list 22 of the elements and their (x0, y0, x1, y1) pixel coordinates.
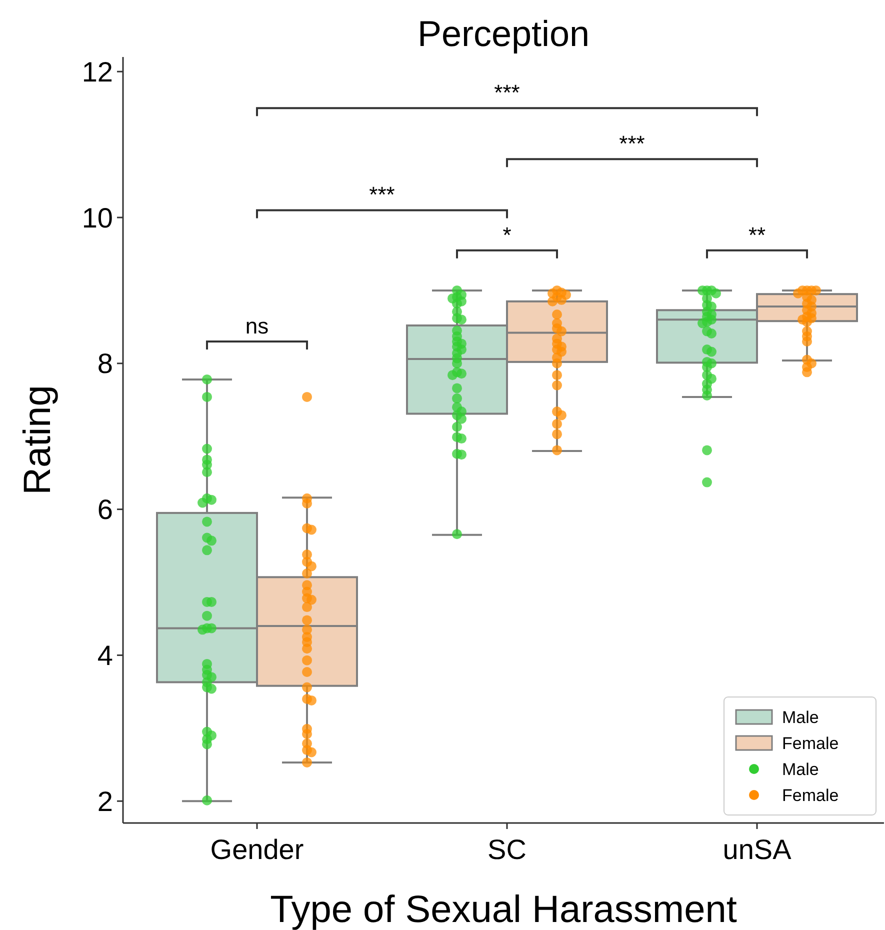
legend-label: Female (782, 786, 839, 805)
x-tick-label: Gender (210, 834, 304, 865)
y-tick-label: 6 (97, 494, 113, 526)
annotation: * (502, 222, 512, 248)
x-axis-title: Type of Sexual Harassment (270, 889, 738, 930)
y-axis-title: Rating (17, 385, 59, 495)
legend-label: Male (782, 708, 819, 727)
legend-label: Female (782, 734, 839, 753)
y-tick-label: 8 (97, 348, 113, 380)
legend-label: Male (782, 760, 819, 779)
y-tick-label: 10 (82, 202, 113, 234)
annotation: *** (619, 131, 646, 156)
annotation: ** (748, 222, 766, 248)
x-tick-label: unSA (722, 834, 792, 865)
annotation: *** (494, 80, 520, 106)
annotation: *** (369, 182, 396, 208)
y-tick-label: 4 (97, 640, 113, 672)
y-tick-label: 2 (97, 786, 113, 817)
annotation: ns (245, 314, 269, 339)
chart-title: Perception (417, 13, 590, 54)
x-tick-label: SC (488, 834, 526, 865)
y-tick-label: 12 (82, 56, 113, 88)
